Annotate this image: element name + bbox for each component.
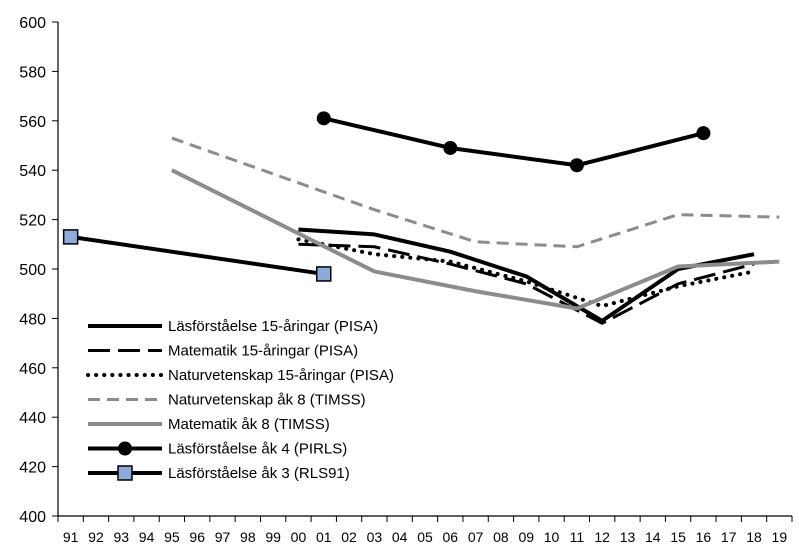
x-tick-label: 07 bbox=[468, 529, 484, 545]
y-tick-label: 400 bbox=[19, 509, 46, 526]
y-tick-label: 460 bbox=[19, 361, 46, 378]
x-tick-label: 16 bbox=[696, 529, 712, 545]
y-tick-label: 440 bbox=[19, 410, 46, 427]
y-tick-label: 600 bbox=[19, 15, 46, 32]
x-tick-label: 97 bbox=[215, 529, 231, 545]
y-tick-label: 480 bbox=[19, 311, 46, 328]
x-tick-label: 99 bbox=[265, 529, 281, 545]
x-tick-label: 05 bbox=[417, 529, 433, 545]
data-point bbox=[443, 140, 458, 155]
x-tick-label: 12 bbox=[594, 529, 610, 545]
x-tick-label: 17 bbox=[721, 529, 737, 545]
legend-label: Naturvetenskap 15-åringar (PISA) bbox=[168, 367, 394, 384]
x-tick-label: 19 bbox=[772, 529, 788, 545]
data-point bbox=[696, 126, 711, 141]
x-tick-label: 96 bbox=[189, 529, 205, 545]
x-tick-label: 15 bbox=[670, 529, 686, 545]
y-tick-label: 540 bbox=[19, 163, 46, 180]
legend-label: Läsförståelse åk 4 (PIRLS) bbox=[168, 441, 347, 458]
x-tick-label: 18 bbox=[746, 529, 762, 545]
x-tick-label: 08 bbox=[493, 529, 509, 545]
y-tick-label: 420 bbox=[19, 460, 46, 477]
series-line-4 bbox=[171, 168, 780, 311]
legend-marker bbox=[117, 465, 133, 481]
legend-label: Läsförståelse 15-åringar (PISA) bbox=[168, 318, 378, 335]
series-line-0 bbox=[298, 227, 755, 323]
x-tick-label: 11 bbox=[570, 529, 585, 545]
x-tick-label: 01 bbox=[316, 529, 332, 545]
series-line-1 bbox=[298, 242, 755, 325]
series-line-6 bbox=[70, 234, 325, 276]
x-tick-label: 14 bbox=[645, 529, 661, 545]
x-tick-label: 04 bbox=[392, 529, 408, 545]
y-tick-label: 520 bbox=[19, 213, 46, 230]
y-tick-label: 560 bbox=[19, 114, 46, 131]
x-tick-label: 02 bbox=[341, 529, 357, 545]
data-point bbox=[316, 111, 331, 126]
series-line-5 bbox=[323, 116, 704, 168]
legend-label: Matematik 15-åringar (PISA) bbox=[168, 343, 358, 360]
series-line-2 bbox=[296, 237, 757, 309]
legend-label: Naturvetenskap åk 8 (TIMSS) bbox=[168, 392, 366, 409]
series-line-3 bbox=[171, 136, 780, 249]
data-point bbox=[316, 266, 332, 282]
x-tick-label: 95 bbox=[164, 529, 180, 545]
x-tick-label: 13 bbox=[620, 529, 636, 545]
data-point bbox=[62, 229, 79, 245]
x-tick-label: 94 bbox=[139, 529, 155, 545]
legend-label: Läsförståelse åk 3 (RLS91) bbox=[168, 465, 350, 482]
x-tick-label: 98 bbox=[240, 529, 256, 545]
x-tick-label: 00 bbox=[291, 529, 307, 545]
x-tick-label: 09 bbox=[518, 529, 534, 545]
x-tick-label: 10 bbox=[544, 529, 560, 545]
x-tick-label: 91 bbox=[63, 529, 79, 545]
data-point bbox=[569, 158, 584, 173]
x-tick-label: 92 bbox=[88, 529, 104, 545]
y-tick-label: 500 bbox=[19, 262, 46, 279]
legend-label: Matematik åk 8 (TIMSS) bbox=[168, 416, 330, 433]
x-tick-label: 03 bbox=[367, 529, 383, 545]
x-tick-label: 06 bbox=[443, 529, 459, 545]
x-tick-label: 93 bbox=[113, 529, 129, 545]
y-tick-label: 580 bbox=[19, 64, 46, 81]
legend-marker bbox=[118, 441, 132, 456]
